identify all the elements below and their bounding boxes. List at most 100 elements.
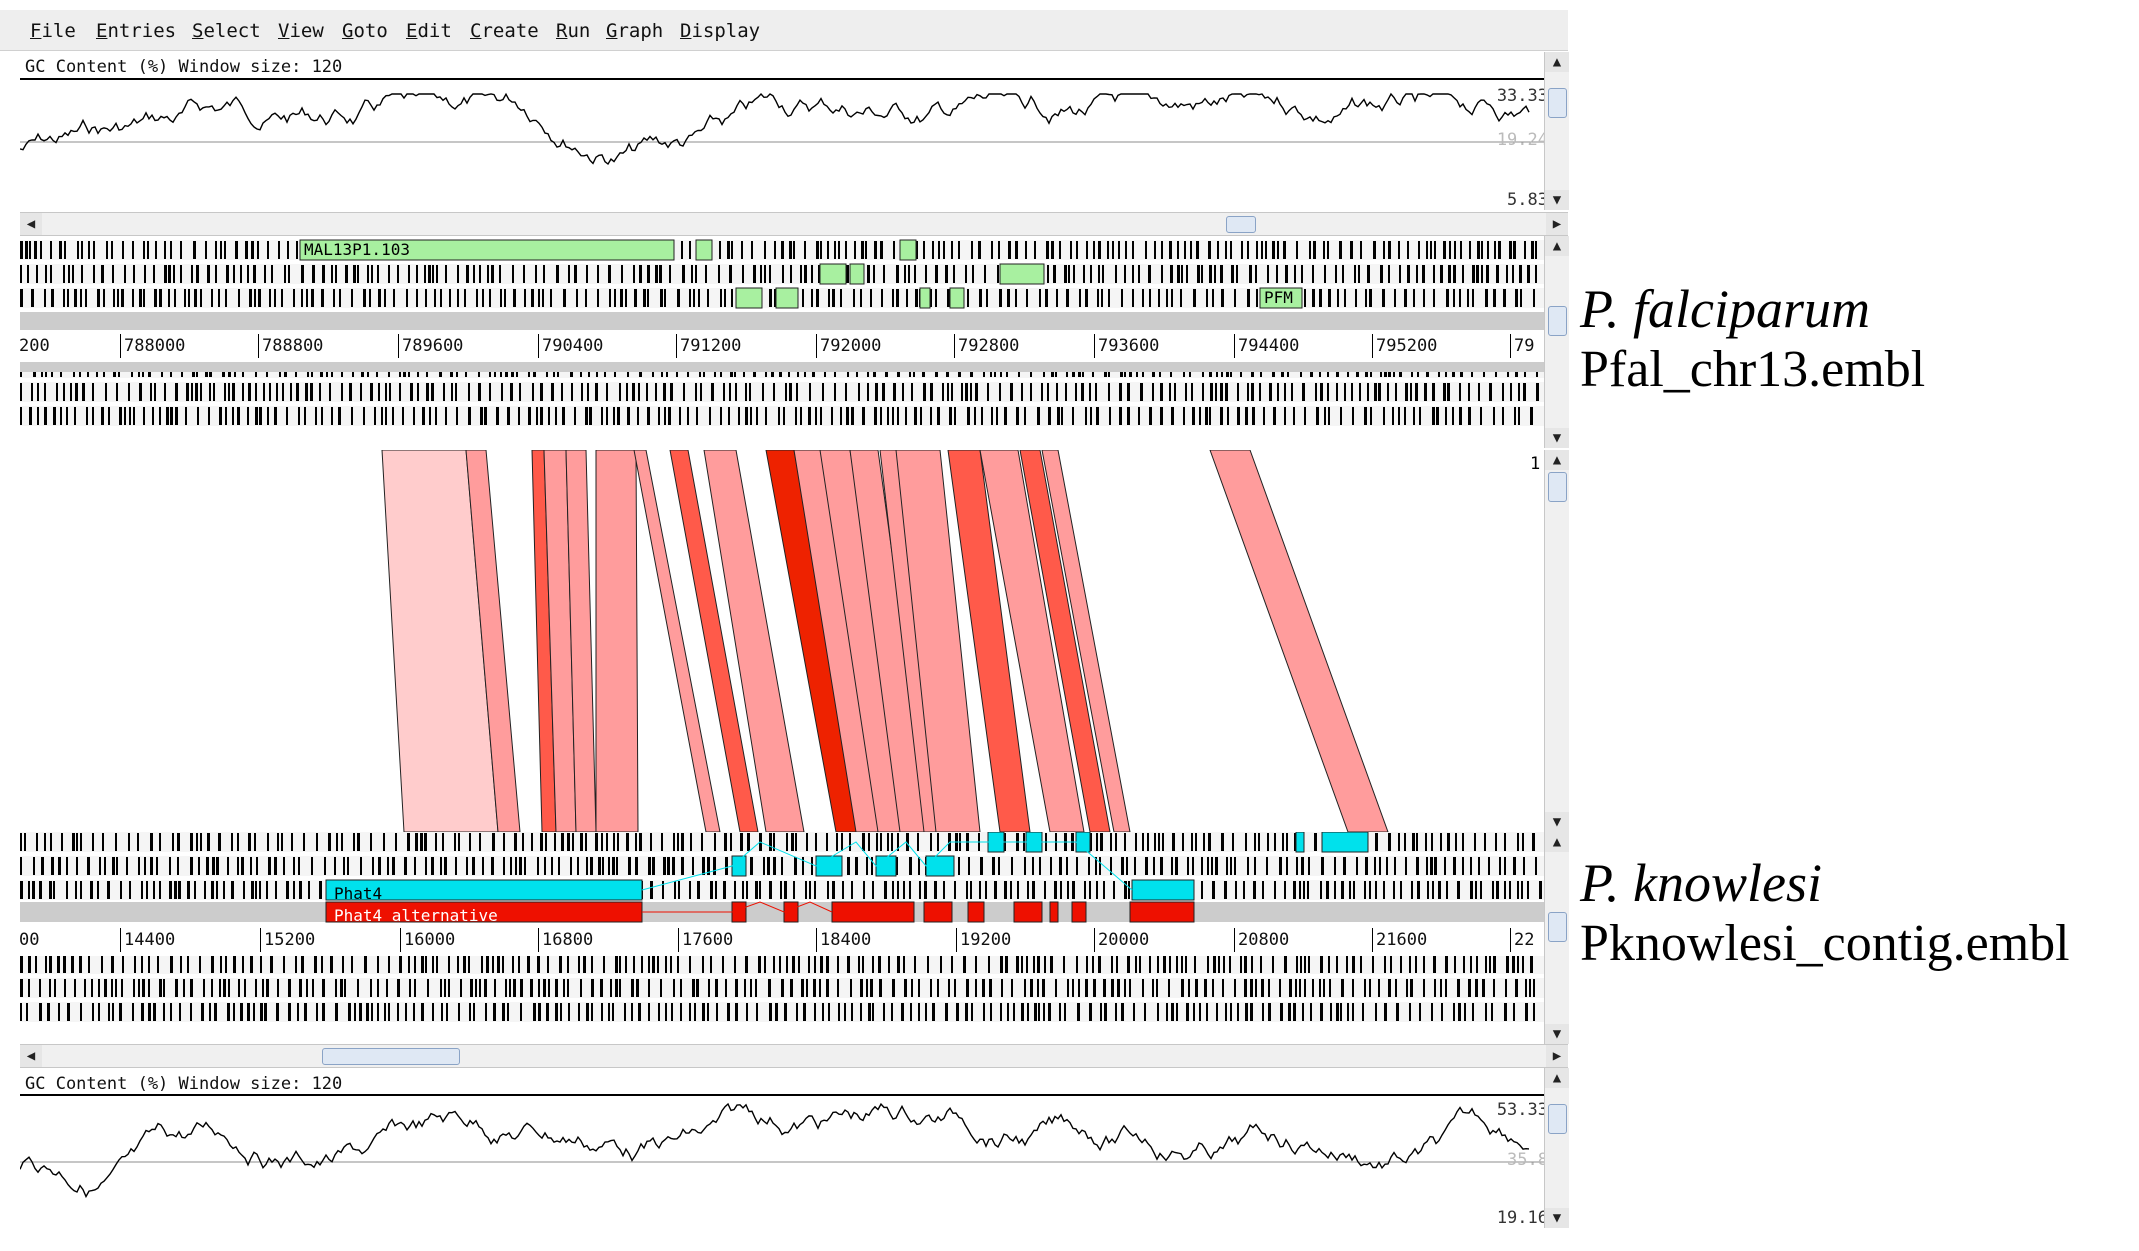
stop-codon-mark: [1166, 1003, 1168, 1021]
stop-codon-mark: [34, 241, 37, 259]
bottom-horizontal-scrollbar[interactable]: ◀ ▶: [20, 1044, 1568, 1068]
stop-codon-mark: [1499, 857, 1501, 875]
gene-label-mal13p1-103[interactable]: MAL13P1.103: [304, 240, 410, 259]
stop-codon-mark: [774, 241, 776, 259]
menu-file[interactable]: File: [30, 20, 76, 42]
gene-label-phat4[interactable]: Phat4: [334, 884, 383, 903]
menu-graph[interactable]: Graph: [606, 20, 664, 42]
stop-codon-mark: [128, 833, 130, 851]
scroll-thumb[interactable]: [1226, 216, 1256, 233]
scroll-up-icon[interactable]: ▲: [1545, 52, 1569, 72]
stop-codon-mark: [734, 881, 736, 899]
stop-codon-mark: [1489, 955, 1491, 973]
stop-codon-mark: [671, 1003, 673, 1021]
stop-codon-mark: [947, 289, 950, 307]
scroll-thumb[interactable]: [322, 1048, 460, 1065]
stop-codon-mark: [911, 979, 913, 997]
menu-select[interactable]: Select: [192, 20, 261, 42]
scroll-thumb[interactable]: [1548, 88, 1567, 118]
scroll-left-icon[interactable]: ◀: [20, 213, 42, 235]
menu-edit[interactable]: Edit: [406, 20, 452, 42]
stop-codon-mark: [389, 383, 391, 401]
stop-codon-mark: [1140, 383, 1143, 401]
stop-codon-mark: [1286, 857, 1288, 875]
scroll-thumb[interactable]: [1548, 306, 1567, 336]
stop-codon-mark: [646, 383, 648, 401]
stop-codon-mark: [1017, 881, 1019, 899]
stop-codon-mark: [79, 955, 82, 973]
stop-codon-mark: [727, 241, 730, 259]
menu-view[interactable]: View: [278, 20, 324, 42]
stop-codon-mark: [56, 383, 58, 401]
bottom-feature-scrollbar[interactable]: ▲ ▼: [1544, 832, 1569, 1044]
stop-codon-mark: [51, 289, 54, 307]
stop-codon-mark: [1463, 955, 1465, 973]
top-feature-scrollbar[interactable]: ▲ ▼: [1544, 236, 1569, 448]
stop-codon-mark: [81, 265, 83, 283]
stop-codon-mark: [1171, 289, 1173, 307]
scroll-right-icon[interactable]: ▶: [1546, 213, 1568, 235]
stop-codon-mark: [756, 407, 758, 425]
stop-codon-mark: [191, 383, 193, 401]
stop-codon-mark: [1493, 407, 1495, 425]
stop-codon-mark: [1206, 289, 1208, 307]
scroll-down-icon[interactable]: ▼: [1545, 428, 1569, 448]
scroll-thumb[interactable]: [1548, 912, 1567, 942]
menu-create[interactable]: Create: [470, 20, 539, 42]
scroll-up-icon[interactable]: ▲: [1545, 450, 1569, 470]
scroll-down-icon[interactable]: ▼: [1545, 812, 1569, 832]
scroll-left-icon[interactable]: ◀: [20, 1045, 42, 1067]
stop-codon-mark: [815, 407, 817, 425]
comparison-view[interactable]: [20, 450, 1544, 832]
stop-codon-mark: [470, 979, 473, 997]
gene-label-phat4-alternative[interactable]: Phat4 alternative: [334, 906, 498, 925]
stop-codon-mark: [606, 833, 608, 851]
stop-codon-mark: [1296, 857, 1298, 875]
stop-codon-mark: [1505, 979, 1507, 997]
stop-codon-mark: [543, 979, 546, 997]
top-horizontal-scrollbar[interactable]: ◀ ▶: [20, 212, 1568, 236]
stop-codon-mark: [1232, 833, 1234, 851]
bottom-gc-scrollbar[interactable]: ▲ ▼: [1544, 1068, 1569, 1228]
stop-codon-mark: [806, 833, 808, 851]
stop-codon-mark: [1301, 265, 1303, 283]
stop-codon-mark: [531, 833, 533, 851]
menu-entries[interactable]: Entries: [96, 20, 177, 42]
stop-codon-mark: [1383, 881, 1385, 899]
comparison-scrollbar[interactable]: ▲ ▼: [1544, 450, 1569, 832]
scroll-up-icon[interactable]: ▲: [1545, 1068, 1569, 1088]
stop-codon-mark: [1004, 881, 1007, 899]
stop-codon-mark: [237, 407, 240, 425]
stop-codon-mark: [425, 289, 427, 307]
stop-codon-mark: [793, 881, 795, 899]
stop-codon-mark: [567, 955, 569, 973]
stop-codon-mark: [1369, 881, 1371, 899]
menu-run[interactable]: Run: [556, 20, 591, 42]
scroll-down-icon[interactable]: ▼: [1545, 1208, 1569, 1228]
menu-display[interactable]: Display: [680, 20, 761, 42]
stop-codon-mark: [224, 383, 226, 401]
stop-codon-mark: [1215, 383, 1217, 401]
scroll-down-icon[interactable]: ▼: [1545, 1024, 1569, 1044]
scroll-thumb[interactable]: [1548, 472, 1567, 502]
stop-codon-mark: [586, 1003, 589, 1021]
stop-codon-mark: [745, 407, 748, 425]
scroll-right-icon[interactable]: ▶: [1546, 1045, 1568, 1067]
scroll-up-icon[interactable]: ▲: [1545, 832, 1569, 852]
stop-codon-mark: [1225, 1003, 1227, 1021]
scroll-thumb[interactable]: [1548, 1104, 1567, 1134]
stop-codon-mark: [1319, 289, 1322, 307]
green-gene-feature: [1259, 287, 1303, 309]
top-gc-scrollbar[interactable]: ▲ ▼: [1544, 52, 1569, 210]
stop-codon-mark: [672, 857, 675, 875]
stop-codon-mark: [164, 241, 166, 259]
stop-codon-mark: [74, 979, 76, 997]
scroll-down-icon[interactable]: ▼: [1545, 190, 1569, 210]
stop-codon-mark: [1181, 265, 1183, 283]
stop-codon-mark: [233, 1003, 235, 1021]
scroll-up-icon[interactable]: ▲: [1545, 236, 1569, 256]
menu-goto[interactable]: Goto: [342, 20, 388, 42]
blast-match-bands[interactable]: [20, 450, 1544, 832]
stop-codon-mark: [1487, 241, 1489, 259]
gene-label-pfm[interactable]: PFM: [1264, 288, 1293, 307]
